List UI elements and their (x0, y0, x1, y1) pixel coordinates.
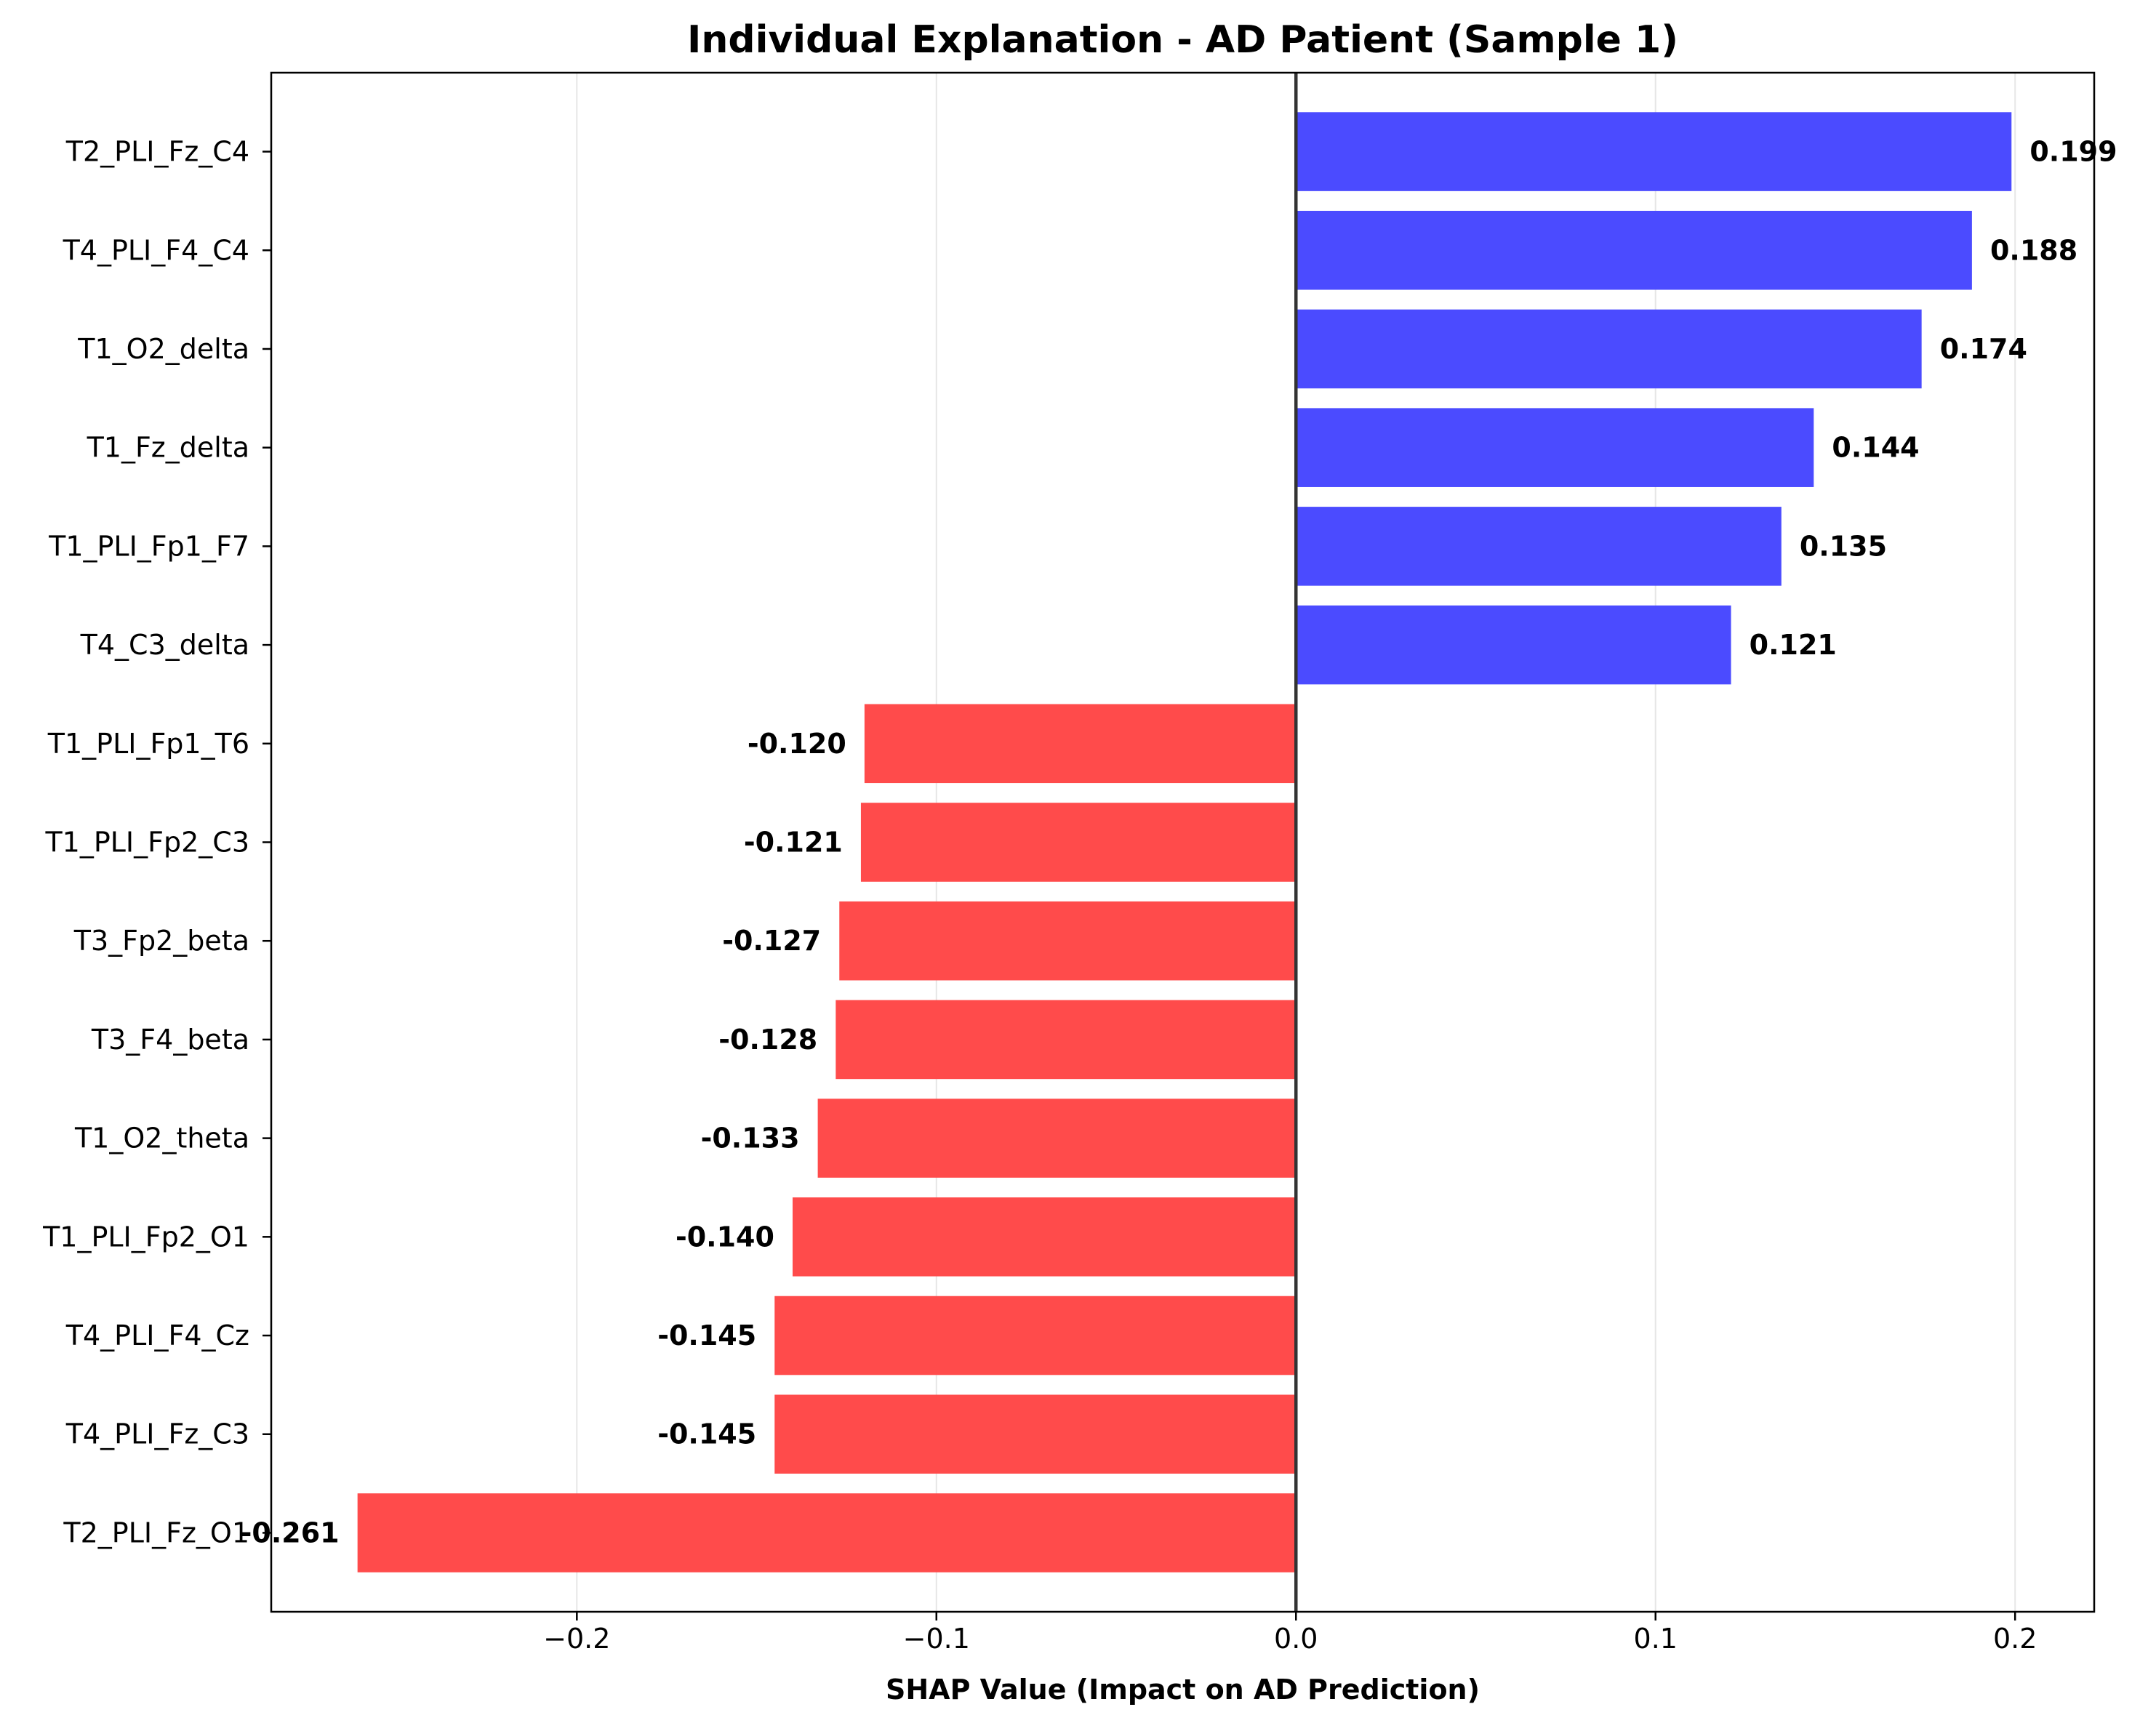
y-tick-label-2: T1_O2_delta (77, 333, 249, 365)
bar-value-label-3: 0.144 (1832, 432, 1919, 464)
y-tick-label-5: T4_C3_delta (80, 629, 249, 661)
y-tick-label-0: T2_PLI_Fz_C4 (65, 136, 249, 168)
bar-value-label-5: 0.121 (1750, 629, 1837, 661)
bar-13 (774, 1394, 1297, 1474)
bar-value-label-14: -0.261 (241, 1517, 340, 1549)
bar-value-labels: 0.199 0.188 0.174 0.144 0.135 0.121 -0.120 -0.1… (241, 136, 2117, 1549)
y-tick-label-9: T3_F4_beta (91, 1024, 249, 1056)
y-tick-label-14: T2_PLI_Fz_O1 (63, 1517, 249, 1549)
bar-1 (1296, 210, 1972, 290)
bar-12 (774, 1296, 1297, 1375)
bar-value-label-1: 0.188 (1990, 234, 2077, 266)
bar-0 (1296, 112, 2012, 191)
y-tick-label-12: T4_PLI_F4_Cz (65, 1320, 249, 1352)
x-tick-label-0: −0.2 (543, 1623, 610, 1655)
bar-14 (357, 1493, 1297, 1573)
chart-title: Individual Explanation - AD Patient (Sam… (687, 18, 1678, 62)
y-axis-ticks: T2_PLI_Fz_C4 T4_PLI_F4_C4 T1_O2_delta T1_Fz… (42, 136, 271, 1549)
bar-7 (860, 803, 1297, 882)
bar-6 (864, 704, 1297, 784)
x-axis-ticks: −0.2 −0.1 0.0 0.1 0.2 (543, 1612, 2037, 1655)
bar-value-label-2: 0.174 (1940, 333, 2027, 365)
bar-value-label-12: -0.145 (657, 1320, 756, 1352)
bar-value-label-10: -0.133 (701, 1122, 800, 1154)
bar-value-label-13: -0.145 (657, 1418, 756, 1450)
y-tick-label-7: T1_PLI_Fp2_C3 (44, 827, 249, 859)
x-tick-label-4: 0.2 (1993, 1623, 2037, 1655)
bar-value-label-4: 0.135 (1800, 530, 1887, 562)
bar-9 (835, 1000, 1297, 1080)
y-tick-label-3: T1_Fz_delta (87, 432, 249, 464)
y-tick-label-13: T4_PLI_Fz_C3 (65, 1418, 249, 1450)
bar-value-label-11: -0.140 (676, 1221, 774, 1253)
y-tick-label-8: T3_Fp2_beta (73, 925, 249, 957)
bars (357, 112, 2012, 1573)
y-tick-label-1: T4_PLI_F4_C4 (63, 234, 249, 266)
x-tick-label-1: −0.1 (903, 1623, 970, 1655)
bar-value-label-8: -0.127 (722, 925, 821, 957)
y-tick-label-11: T1_PLI_Fp2_O1 (42, 1221, 249, 1253)
bar-2 (1296, 309, 1922, 389)
bar-8 (839, 901, 1297, 981)
y-tick-label-6: T1_PLI_Fp1_T6 (47, 728, 249, 760)
x-axis-label: SHAP Value (Impact on AD Prediction) (886, 1674, 1480, 1706)
bar-value-label-6: -0.120 (748, 728, 846, 760)
bar-value-label-9: -0.128 (718, 1024, 817, 1056)
bar-value-label-0: 0.199 (2029, 136, 2117, 168)
x-tick-label-3: 0.1 (1634, 1623, 1678, 1655)
bar-10 (817, 1099, 1297, 1178)
x-tick-label-2: 0.0 (1274, 1623, 1318, 1655)
bar-5 (1296, 605, 1731, 685)
bar-3 (1296, 408, 1814, 487)
bar-11 (792, 1197, 1297, 1277)
bar-4 (1296, 507, 1782, 586)
y-tick-label-10: T1_O2_theta (74, 1122, 249, 1154)
y-tick-label-4: T1_PLI_Fp1_F7 (48, 530, 249, 562)
bar-value-label-7: -0.121 (744, 827, 843, 859)
